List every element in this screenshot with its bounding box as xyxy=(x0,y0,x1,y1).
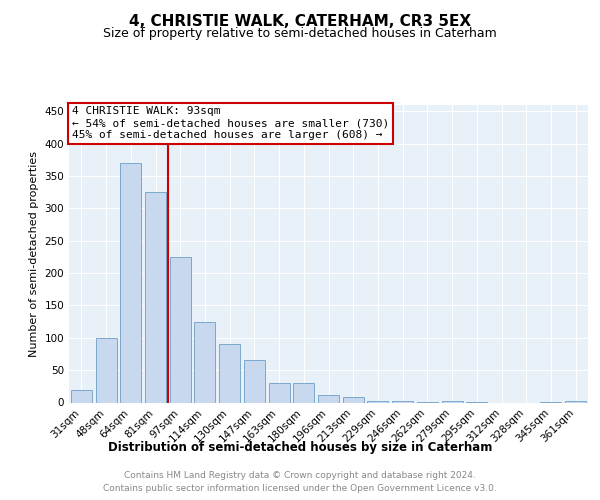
Text: Size of property relative to semi-detached houses in Caterham: Size of property relative to semi-detach… xyxy=(103,28,497,40)
Bar xyxy=(194,322,215,402)
Bar xyxy=(318,394,339,402)
Bar xyxy=(367,401,388,402)
Text: Distribution of semi-detached houses by size in Caterham: Distribution of semi-detached houses by … xyxy=(108,441,492,454)
Bar xyxy=(293,383,314,402)
Text: 4, CHRISTIE WALK, CATERHAM, CR3 5EX: 4, CHRISTIE WALK, CATERHAM, CR3 5EX xyxy=(129,14,471,29)
Bar xyxy=(71,390,92,402)
Bar xyxy=(392,400,413,402)
Bar xyxy=(244,360,265,403)
Bar xyxy=(170,257,191,402)
Bar xyxy=(219,344,240,403)
Y-axis label: Number of semi-detached properties: Number of semi-detached properties xyxy=(29,151,39,357)
Bar xyxy=(269,383,290,402)
Text: Contains public sector information licensed under the Open Government Licence v3: Contains public sector information licen… xyxy=(103,484,497,493)
Text: 4 CHRISTIE WALK: 93sqm
← 54% of semi-detached houses are smaller (730)
45% of se: 4 CHRISTIE WALK: 93sqm ← 54% of semi-det… xyxy=(71,106,389,140)
Bar xyxy=(145,192,166,402)
Bar xyxy=(120,163,141,402)
Text: Contains HM Land Registry data © Crown copyright and database right 2024.: Contains HM Land Registry data © Crown c… xyxy=(124,471,476,480)
Bar xyxy=(95,338,116,402)
Bar xyxy=(565,401,586,402)
Bar xyxy=(343,398,364,402)
Bar xyxy=(442,401,463,402)
